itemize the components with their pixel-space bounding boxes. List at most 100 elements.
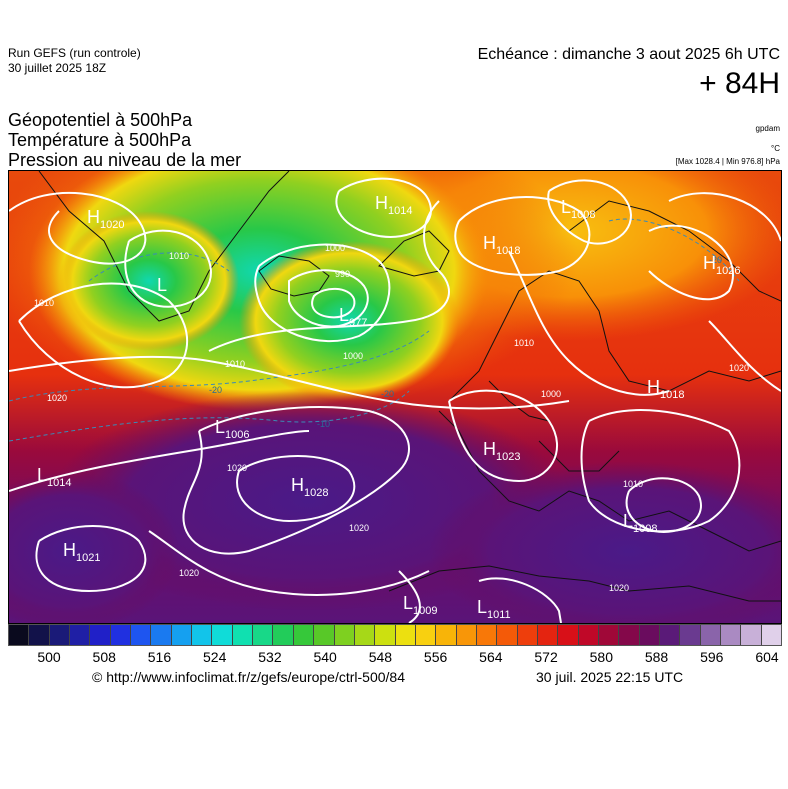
isobar-label: 1010 bbox=[225, 359, 245, 369]
colorbar-swatch bbox=[741, 625, 762, 645]
colorbar-tick-label: 500 bbox=[37, 649, 61, 665]
colorbar-tick-label: 540 bbox=[313, 649, 337, 665]
colorbar-swatch bbox=[578, 625, 599, 645]
colorbar-tick-label: 588 bbox=[644, 649, 669, 665]
colorbar-swatch bbox=[436, 625, 457, 645]
colorbar-swatch bbox=[680, 625, 701, 645]
high-pressure-center: H1014 bbox=[375, 193, 412, 217]
colorbar-tick-label: 556 bbox=[423, 649, 448, 665]
coastlines bbox=[38, 171, 781, 602]
high-pressure-center: H1021 bbox=[63, 540, 100, 564]
colorbar-swatch bbox=[721, 625, 742, 645]
high-pressure-center: H1020 bbox=[87, 207, 124, 231]
colorbar-tick-label: 564 bbox=[479, 649, 503, 665]
colorbar-tick-label: 596 bbox=[700, 649, 724, 665]
colorbar-swatch bbox=[619, 625, 640, 645]
unit-temperature: °C bbox=[771, 144, 780, 153]
isobar-label: 1020 bbox=[609, 583, 629, 593]
colorbar-swatch bbox=[497, 625, 518, 645]
colorbar-swatch bbox=[314, 625, 335, 645]
source-url[interactable]: © http://www.infoclimat.fr/z/gefs/europe… bbox=[92, 669, 406, 685]
low-pressure-center: L bbox=[157, 275, 167, 295]
colorbar-swatch bbox=[131, 625, 152, 645]
isobar-label: 1010 bbox=[169, 251, 189, 261]
isotherms bbox=[9, 218, 740, 442]
isobar-label: 1020 bbox=[47, 393, 67, 403]
pressure-max-min: [Max 1028.4 | Min 976.8] hPa bbox=[675, 157, 780, 166]
colorbar-swatch bbox=[334, 625, 355, 645]
colorbar-swatch bbox=[639, 625, 660, 645]
isobar-label: 990 bbox=[335, 269, 350, 279]
colorbar-tick-label: 524 bbox=[203, 649, 227, 665]
run-date: 30 juillet 2025 18Z bbox=[8, 61, 107, 75]
low-pressure-center: L1006 bbox=[215, 417, 250, 441]
colorbar-swatch bbox=[9, 625, 30, 645]
colorbar-swatch bbox=[700, 625, 722, 645]
colorbar-tick-label: 572 bbox=[534, 649, 558, 665]
lead-time: + 84H bbox=[699, 67, 780, 100]
low-pressure-center: L1014 bbox=[37, 465, 72, 489]
colorbar-swatch bbox=[110, 625, 132, 645]
colorbar-swatch bbox=[151, 625, 172, 645]
colorbar-tick-label: 604 bbox=[755, 649, 779, 665]
unit-geopotential: gpdam bbox=[755, 124, 780, 133]
valid-time: Echéance : dimanche 3 aout 2025 6h UTC bbox=[477, 46, 780, 63]
isobar-label: 1010 bbox=[514, 338, 534, 348]
isobar-label: 1000 bbox=[325, 243, 345, 253]
weather-map: 1010 1000 990 1000 1010 1020 1020 1020 1020 1010 1… bbox=[8, 170, 782, 624]
colorbar-swatch bbox=[354, 625, 376, 645]
title-geopotential: Géopotentiel à 500hPa bbox=[8, 110, 193, 130]
low-pressure-center: L1008 bbox=[623, 511, 658, 535]
colorbar-swatch bbox=[253, 625, 274, 645]
isobar-label: 1000 bbox=[541, 389, 561, 399]
colorbar-swatch bbox=[517, 625, 538, 645]
isobar-label: 1020 bbox=[227, 463, 247, 473]
high-pressure-center: H1026 bbox=[703, 253, 740, 277]
isobar-label: 1020 bbox=[349, 523, 369, 533]
low-pressure-center: L1011 bbox=[477, 597, 511, 621]
colorbar-tick-label: 532 bbox=[258, 649, 282, 665]
isobar-label: 1010 bbox=[34, 298, 54, 308]
high-pressure-center: H1018 bbox=[483, 233, 520, 257]
title-pressure: Pression au niveau de la mer bbox=[8, 150, 242, 170]
isotherm-label: -20 bbox=[209, 385, 222, 395]
colorbar-swatch bbox=[293, 625, 315, 645]
colorbar-swatch bbox=[70, 625, 91, 645]
low-pressure-center: L977 bbox=[339, 305, 367, 329]
colorbar-tick-label: 516 bbox=[147, 649, 172, 665]
colorbar-swatch bbox=[212, 625, 233, 645]
colorbar-swatch bbox=[29, 625, 50, 645]
colorbar-swatch bbox=[456, 625, 477, 645]
colorbar-tick-label: 580 bbox=[589, 649, 613, 665]
isobar-label: 1020 bbox=[729, 363, 749, 373]
colorbar-tick-label: 548 bbox=[368, 649, 393, 665]
generation-time: 30 juil. 2025 22:15 UTC bbox=[536, 669, 684, 685]
colorbar-swatch bbox=[192, 625, 213, 645]
colorbar-swatch bbox=[598, 625, 620, 645]
isobar-label: 1000 bbox=[343, 351, 363, 361]
colorbar-swatch bbox=[537, 625, 559, 645]
low-pressure-center: L1008 bbox=[561, 197, 596, 221]
isotherm-label: -10 bbox=[317, 419, 330, 429]
high-pressure-center: H1028 bbox=[291, 475, 328, 499]
colorbar-swatch bbox=[476, 625, 498, 645]
isotherm-label: -20 bbox=[709, 255, 722, 265]
colorbar-swatch bbox=[171, 625, 193, 645]
colorbar-swatch bbox=[660, 625, 681, 645]
colorbar-swatch bbox=[761, 625, 782, 645]
colorbar-tick-label: 508 bbox=[92, 649, 116, 665]
high-pressure-center: H1018 bbox=[647, 377, 684, 401]
high-pressure-center: H1023 bbox=[483, 439, 520, 463]
isobar-label: 1020 bbox=[179, 568, 199, 578]
title-temperature: Température à 500hPa bbox=[8, 130, 192, 150]
isotherm-label: -20 bbox=[381, 389, 394, 399]
colorbar-swatch bbox=[415, 625, 437, 645]
colorbar-swatch bbox=[232, 625, 254, 645]
colorbar-swatch bbox=[375, 625, 396, 645]
low-pressure-center: L1009 bbox=[403, 593, 438, 617]
isobars bbox=[9, 177, 781, 623]
run-label: Run GEFS (run controle) bbox=[8, 46, 141, 60]
colorbar-swatch bbox=[558, 625, 579, 645]
isobar-labels: 1010 1000 990 1000 1010 1020 1020 1020 1020 1010 1… bbox=[34, 243, 749, 593]
colorbar-swatch bbox=[395, 625, 416, 645]
